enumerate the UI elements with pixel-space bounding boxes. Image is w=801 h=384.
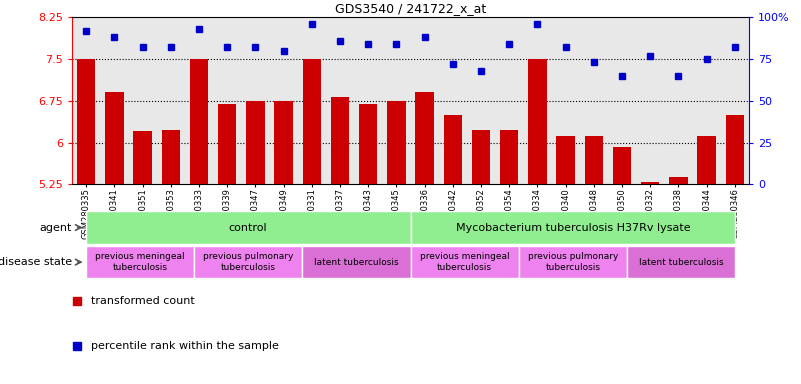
- Bar: [726, 115, 744, 184]
- Text: latent tuberculosis: latent tuberculosis: [314, 258, 399, 266]
- Bar: [105, 93, 123, 184]
- Bar: [387, 101, 405, 184]
- Text: percentile rank within the sample: percentile rank within the sample: [91, 341, 279, 351]
- Bar: [303, 59, 321, 184]
- Bar: [613, 147, 631, 184]
- Text: agent: agent: [40, 222, 72, 233]
- Bar: [194, 246, 302, 278]
- Bar: [359, 104, 377, 184]
- Bar: [411, 246, 519, 278]
- Bar: [411, 211, 735, 244]
- Text: Mycobacterium tuberculosis H37Rv lysate: Mycobacterium tuberculosis H37Rv lysate: [456, 222, 690, 233]
- Text: previous meningeal
tuberculosis: previous meningeal tuberculosis: [95, 252, 184, 272]
- Bar: [86, 246, 194, 278]
- Bar: [331, 97, 349, 184]
- Bar: [444, 115, 462, 184]
- Bar: [670, 177, 687, 184]
- Bar: [528, 59, 546, 184]
- Bar: [416, 93, 434, 184]
- Bar: [302, 246, 411, 278]
- Bar: [218, 104, 236, 184]
- Bar: [472, 130, 490, 184]
- Bar: [698, 136, 716, 184]
- Bar: [585, 136, 603, 184]
- Text: transformed count: transformed count: [91, 296, 195, 306]
- Bar: [190, 59, 208, 184]
- Bar: [275, 101, 293, 184]
- Bar: [77, 59, 95, 184]
- Title: GDS3540 / 241722_x_at: GDS3540 / 241722_x_at: [335, 2, 486, 15]
- Bar: [519, 246, 627, 278]
- Text: previous pulmonary
tuberculosis: previous pulmonary tuberculosis: [528, 252, 618, 272]
- Bar: [557, 136, 575, 184]
- Bar: [246, 101, 264, 184]
- Bar: [134, 131, 151, 184]
- Text: previous pulmonary
tuberculosis: previous pulmonary tuberculosis: [203, 252, 293, 272]
- Text: control: control: [229, 222, 268, 233]
- Text: latent tuberculosis: latent tuberculosis: [639, 258, 723, 266]
- Text: previous meningeal
tuberculosis: previous meningeal tuberculosis: [420, 252, 509, 272]
- Bar: [641, 182, 659, 184]
- Text: disease state: disease state: [0, 257, 72, 267]
- Bar: [500, 130, 518, 184]
- Bar: [627, 246, 735, 278]
- Bar: [162, 130, 180, 184]
- Bar: [86, 211, 411, 244]
